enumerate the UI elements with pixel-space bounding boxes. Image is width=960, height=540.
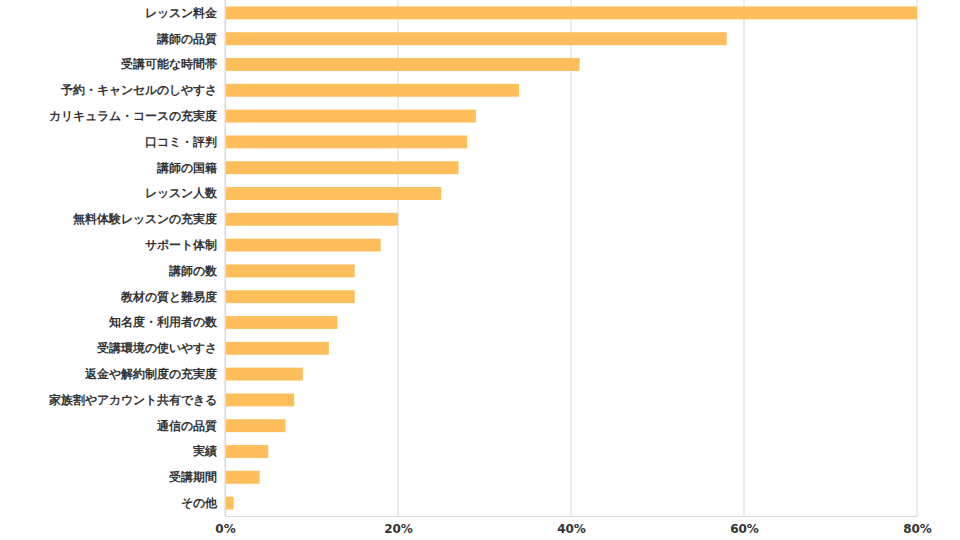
bar (225, 6, 917, 19)
grid-line (571, 0, 572, 516)
tick: 60% (730, 516, 759, 536)
category-label: 知名度・利用者の数 (108, 315, 218, 329)
bar (225, 187, 441, 200)
tick: 0% (215, 516, 235, 536)
tick-label: 20% (384, 522, 413, 536)
category-label: その他 (181, 496, 218, 510)
category-label: レッスン料金 (145, 6, 218, 20)
bar (225, 316, 337, 329)
category-label: 口コミ・評判 (145, 135, 217, 149)
bar (225, 471, 260, 484)
tick: 無料体験レッスンの充実度 (72, 212, 225, 226)
category-label: サポート体制 (145, 238, 217, 252)
category-label: 通信の品質 (156, 419, 217, 433)
x-axis: 0% 20% 40% 60% 80% (215, 516, 932, 536)
tick-label: 80% (903, 522, 932, 536)
bar (225, 161, 459, 174)
tick-label: 40% (557, 522, 586, 536)
grid-line (917, 0, 918, 516)
tick: 講師の品質 (156, 32, 225, 46)
tick-label: 60% (730, 522, 759, 536)
bars (225, 6, 917, 509)
bar (225, 497, 234, 510)
tick: 40% (557, 516, 586, 536)
category-label: 講師の国籍 (156, 161, 217, 175)
tick: 返金や解約制度の充実度 (84, 367, 225, 381)
tick: レッスン人数 (145, 186, 225, 200)
tick: 受講環境の使いやすさ (96, 341, 225, 355)
bar (225, 32, 727, 45)
category-label: 返金や解約制度の充実度 (84, 367, 217, 381)
bar (225, 213, 398, 226)
category-label: カリキュラム・コースの充実度 (49, 109, 217, 123)
category-label: 講師の数 (168, 264, 218, 278)
tick: カリキュラム・コースの充実度 (49, 109, 225, 123)
tick: 受講期間 (168, 470, 225, 484)
tick: 講師の国籍 (156, 161, 225, 175)
bar (225, 239, 381, 252)
category-label: レッスン人数 (145, 186, 218, 200)
tick: 通信の品質 (156, 419, 225, 433)
grid (225, 0, 917, 516)
category-label: 予約・キャンセルのしやすさ (60, 83, 217, 97)
tick: 80% (903, 516, 932, 536)
grid-line (398, 0, 399, 516)
bar (225, 368, 303, 381)
tick: 受講可能な時間帯 (120, 57, 225, 71)
tick: 知名度・利用者の数 (108, 315, 225, 329)
category-label: 無料体験レッスンの充実度 (72, 212, 217, 226)
tick: 講師の数 (168, 264, 225, 278)
category-label: 受講期間 (168, 470, 217, 484)
bar (225, 84, 519, 97)
category-label: 教材の質と難易度 (120, 290, 217, 304)
grid-line (744, 0, 745, 516)
tick: 口コミ・評判 (145, 135, 225, 149)
tick: レッスン料金 (145, 6, 225, 20)
tick: その他 (181, 496, 225, 510)
bar (225, 419, 286, 432)
axis-line (225, 1, 226, 517)
axis-line (226, 516, 918, 517)
category-label: 受講環境の使いやすさ (96, 341, 217, 355)
chart: 0% 20% 40% 60% 80% レッスン料金講師の品質受講可能な時間帯予約・キャンセ… (0, 0, 960, 540)
bar (225, 290, 355, 303)
category-label: 家族割やアカウント共有できる (48, 393, 217, 407)
tick: 教材の質と難易度 (120, 290, 225, 304)
category-label: 講師の品質 (156, 32, 217, 46)
plot: 0% 20% 40% 60% 80% レッスン料金講師の品質受講可能な時間帯予約・キャンセ… (48, 0, 932, 536)
bar (225, 342, 329, 355)
bar (225, 393, 294, 406)
bar (225, 110, 476, 123)
y-axis: レッスン料金講師の品質受講可能な時間帯予約・キャンセルのしやすさカリキュラム・コ… (48, 1, 226, 517)
bar (225, 264, 355, 277)
category-label: 実績 (192, 444, 217, 458)
bar (225, 135, 467, 148)
tick: 家族割やアカウント共有できる (48, 393, 225, 407)
tick: 実績 (192, 444, 225, 458)
grid-line (225, 0, 226, 516)
tick: サポート体制 (145, 238, 225, 252)
tick: 20% (384, 516, 413, 536)
tick: 予約・キャンセルのしやすさ (60, 83, 225, 97)
bar (225, 58, 580, 71)
tick-label: 0% (215, 522, 235, 536)
category-label: 受講可能な時間帯 (120, 57, 217, 71)
bar (225, 445, 268, 458)
